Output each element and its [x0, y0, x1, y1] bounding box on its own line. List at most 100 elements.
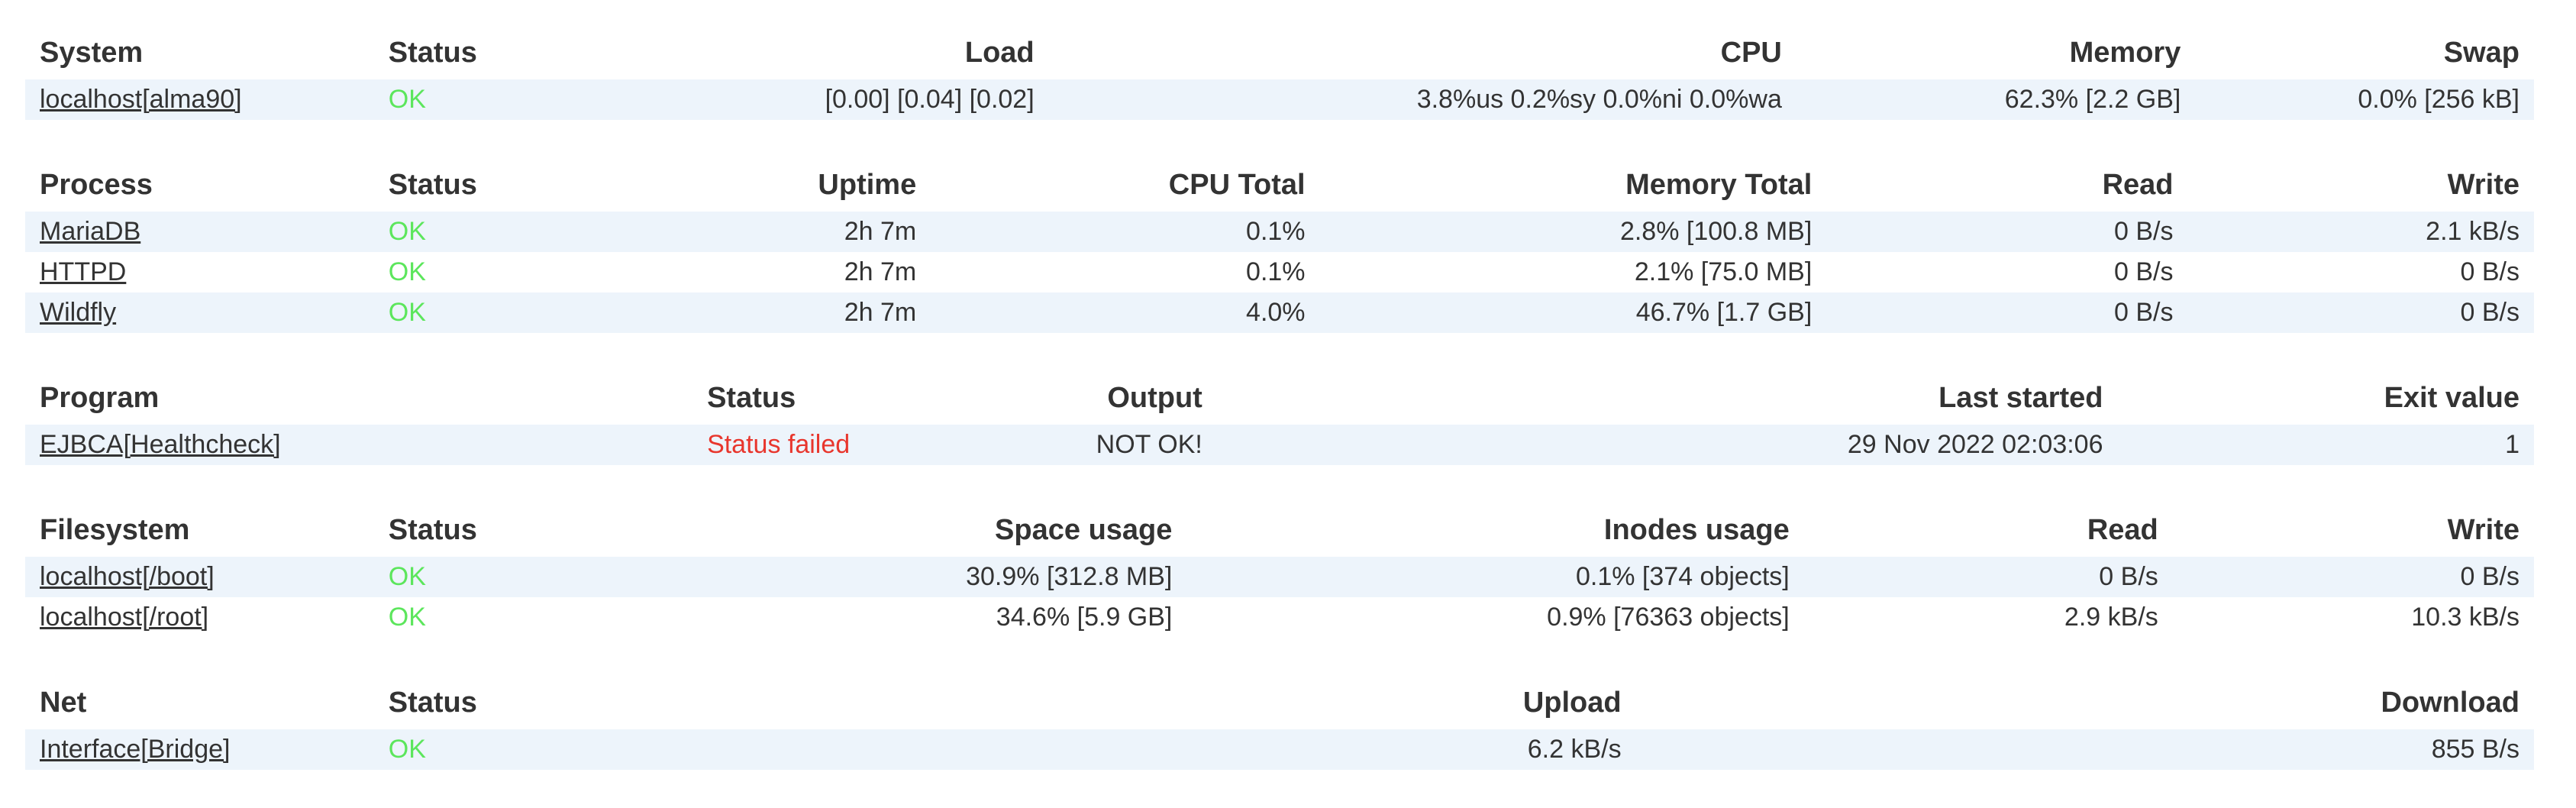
program-header-exit-value: Exit value: [2384, 381, 2520, 414]
memory-total-value: 2.1% [75.0 MB]: [1634, 257, 1813, 286]
download-value: 855 B/s: [2431, 735, 2520, 764]
filesystem-header-space-usage: Space usage: [995, 513, 1173, 546]
read-value: 0 B/s: [2099, 562, 2158, 591]
write-value: 0 B/s: [2460, 257, 2520, 286]
system-name-cell: localhost[alma90]: [25, 79, 374, 120]
process-header-row: Process Status Uptime CPU Total Memory T…: [25, 158, 2534, 212]
cpu-total-value: 0.1%: [1246, 257, 1306, 286]
process-header-status: Status: [388, 168, 477, 201]
inodes-usage-value: 0.1% [374 objects]: [1575, 562, 1790, 591]
system-header-memory: Memory: [2069, 36, 2181, 69]
system-header-load: Load: [964, 36, 1035, 69]
write-value: 0 B/s: [2460, 562, 2520, 591]
program-header-name: Program: [40, 381, 160, 414]
process-name-cell: HTTPD: [25, 252, 374, 292]
program-header-row: Program Status Output Last started Exit …: [25, 371, 2534, 425]
service-link-localhost-boot[interactable]: localhost[/boot]: [40, 562, 215, 591]
uptime-value: 2h 7m: [844, 298, 917, 327]
filesystem-header-name: Filesystem: [40, 513, 190, 546]
service-link-ejbca-healthcheck[interactable]: EJBCA[Healthcheck]: [40, 430, 281, 459]
service-link-wildfly[interactable]: Wildfly: [40, 298, 117, 327]
status-badge: OK: [388, 85, 426, 114]
read-value: 2.9 kB/s: [2064, 603, 2158, 632]
filesystem-header-read: Read: [2087, 513, 2158, 546]
memory-value: 62.3% [2.2 GB]: [2004, 85, 2181, 114]
status-badge: OK: [388, 217, 426, 246]
system-header-cpu: CPU: [1720, 36, 1782, 69]
status-badge: Status failed: [707, 430, 851, 459]
net-header-upload: Upload: [1522, 686, 1622, 719]
write-value: 2.1 kB/s: [2426, 217, 2520, 246]
table-row: localhost[/boot] OK 30.9% [312.8 MB] 0.1…: [25, 557, 2534, 597]
cpu-total-value: 0.1%: [1246, 217, 1306, 246]
process-name-cell: MariaDB: [25, 212, 374, 252]
inodes-usage-value: 0.9% [76363 objects]: [1547, 603, 1790, 632]
system-header-swap: Swap: [2443, 36, 2520, 69]
status-badge: OK: [388, 298, 426, 327]
process-header-read: Read: [2102, 168, 2174, 201]
system-table: System Status Load CPU Memory Swap local…: [25, 26, 2534, 120]
process-name-cell: Wildfly: [25, 292, 374, 333]
read-value: 0 B/s: [2114, 257, 2174, 286]
filesystem-header-write: Write: [2447, 513, 2520, 546]
table-row: Wildfly OK 2h 7m 4.0% 46.7% [1.7 GB] 0 B…: [25, 292, 2534, 333]
process-header-uptime: Uptime: [818, 168, 917, 201]
process-header-cpu-total: CPU Total: [1168, 168, 1306, 201]
table-row: EJBCA[Healthcheck] Status failed NOT OK!…: [25, 425, 2534, 465]
process-table: Process Status Uptime CPU Total Memory T…: [25, 158, 2534, 333]
status-badge: OK: [388, 603, 426, 632]
status-badge: OK: [388, 562, 426, 591]
program-header-last-started: Last started: [1938, 381, 2103, 414]
write-value: 0 B/s: [2460, 298, 2520, 327]
last-started-value: 29 Nov 2022 02:03:06: [1847, 430, 2103, 459]
table-row: localhost[alma90] OK [0.00] [0.04] [0.02…: [25, 79, 2534, 120]
process-header-write: Write: [2447, 168, 2520, 201]
space-usage-value: 30.9% [312.8 MB]: [966, 562, 1173, 591]
net-name-cell: Interface[Bridge]: [25, 729, 374, 770]
status-badge: OK: [388, 735, 426, 764]
net-header-download: Download: [2381, 686, 2520, 719]
system-header-row: System Status Load CPU Memory Swap: [25, 26, 2534, 79]
program-header-output: Output: [1107, 381, 1202, 414]
filesystem-header-row: Filesystem Status Space usage Inodes usa…: [25, 503, 2534, 557]
process-header-memory-total: Memory Total: [1625, 168, 1813, 201]
filesystem-name-cell: localhost[/root]: [25, 597, 374, 638]
upload-value: 6.2 kB/s: [1527, 735, 1622, 764]
table-row: localhost[/root] OK 34.6% [5.9 GB] 0.9% …: [25, 597, 2534, 638]
read-value: 0 B/s: [2114, 217, 2174, 246]
filesystem-name-cell: localhost[/boot]: [25, 557, 374, 597]
write-value: 10.3 kB/s: [2411, 603, 2520, 632]
net-header-row: Net Status Upload Download: [25, 676, 2534, 729]
memory-total-value: 2.8% [100.8 MB]: [1619, 217, 1813, 246]
process-header-name: Process: [40, 168, 153, 201]
net-header-status: Status: [388, 686, 477, 719]
status-badge: OK: [388, 257, 426, 286]
system-header-status: Status: [388, 36, 477, 69]
program-name-cell: EJBCA[Healthcheck]: [25, 425, 692, 465]
uptime-value: 2h 7m: [844, 257, 917, 286]
filesystem-header-status: Status: [388, 513, 477, 546]
program-table: Program Status Output Last started Exit …: [25, 371, 2534, 465]
table-row: MariaDB OK 2h 7m 0.1% 2.8% [100.8 MB] 0 …: [25, 212, 2534, 252]
service-link-localhost-alma90[interactable]: localhost[alma90]: [40, 85, 242, 114]
service-link-localhost-root[interactable]: localhost[/root]: [40, 603, 209, 632]
space-usage-value: 34.6% [5.9 GB]: [996, 603, 1173, 632]
memory-total-value: 46.7% [1.7 GB]: [1635, 298, 1813, 327]
program-header-status: Status: [707, 381, 796, 414]
output-value: NOT OK!: [1096, 430, 1202, 459]
table-row: Interface[Bridge] OK 6.2 kB/s 855 B/s: [25, 729, 2534, 770]
swap-value: 0.0% [256 kB]: [2358, 85, 2520, 114]
system-header-name: System: [40, 36, 144, 69]
cpu-total-value: 4.0%: [1246, 298, 1306, 327]
net-table: Net Status Upload Download Interface[Bri…: [25, 676, 2534, 770]
net-header-name: Net: [40, 686, 87, 719]
cpu-value: 3.8%us 0.2%sy 0.0%ni 0.0%wa: [1416, 85, 1782, 114]
table-row: HTTPD OK 2h 7m 0.1% 2.1% [75.0 MB] 0 B/s…: [25, 252, 2534, 292]
service-link-mariadb[interactable]: MariaDB: [40, 217, 141, 246]
read-value: 0 B/s: [2114, 298, 2174, 327]
load-value: [0.00] [0.04] [0.02]: [825, 85, 1035, 114]
uptime-value: 2h 7m: [844, 217, 917, 246]
service-link-httpd[interactable]: HTTPD: [40, 257, 127, 286]
filesystem-table: Filesystem Status Space usage Inodes usa…: [25, 503, 2534, 638]
service-link-interface-bridge[interactable]: Interface[Bridge]: [40, 735, 231, 764]
